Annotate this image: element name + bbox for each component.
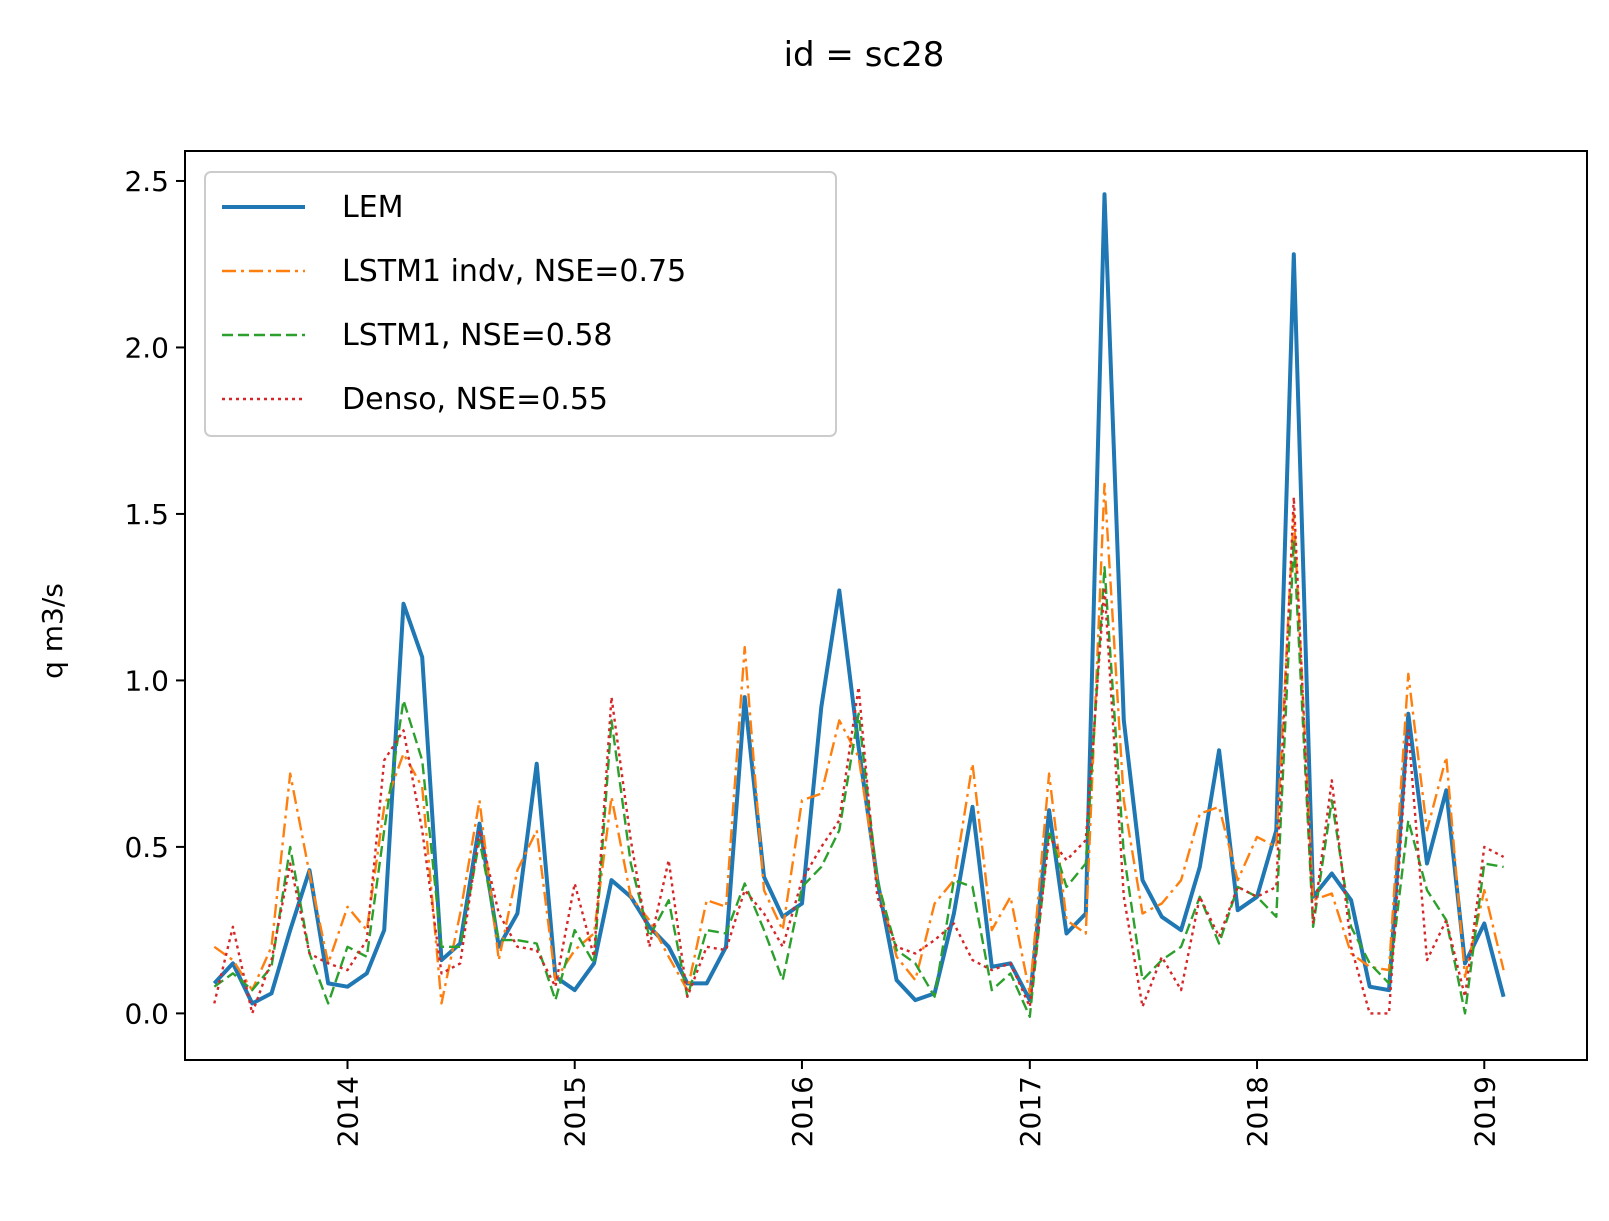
- x-tick-label: 2017: [1014, 1076, 1047, 1147]
- x-tick-label: 2018: [1241, 1076, 1274, 1147]
- y-tick-label: 1.5: [124, 498, 169, 531]
- legend-label: Denso, NSE=0.55: [342, 382, 608, 417]
- y-tick-label: 1.0: [124, 664, 169, 697]
- y-tick-label: 0.5: [124, 831, 169, 864]
- axes-layer: 0.0 0.5 1.0 1.5 2.0 2.5 2014 2015 2016 2017 2018 20…: [124, 150, 1588, 1147]
- legend-label: LEM: [342, 190, 404, 225]
- legend: LEM LSTM1 indv, NSE=0.75 LSTM1, NSE=0.58 De…: [204, 171, 837, 437]
- x-tick-label: 2016: [786, 1076, 819, 1147]
- legend-label: LSTM1, NSE=0.58: [342, 318, 613, 353]
- x-tick-label: 2014: [331, 1076, 364, 1147]
- y-tick-label: 0.0: [124, 997, 169, 1030]
- x-tick-label: 2015: [559, 1076, 592, 1147]
- x-tick-label: 2019: [1468, 1076, 1501, 1147]
- series-line-1: [212, 192, 1506, 1006]
- chart-title: id = sc28: [784, 35, 945, 75]
- plot-frame: [184, 150, 1588, 1061]
- legend-label: LSTM1 indv, NSE=0.75: [342, 254, 686, 289]
- series-layer: [212, 192, 1506, 1018]
- series-line-3: [213, 539, 1504, 1018]
- legend-box: [204, 171, 837, 437]
- y-tick-label: 2.5: [124, 165, 169, 198]
- y-axis-label: q m3/s: [36, 583, 69, 679]
- y-tick-label: 2.0: [124, 331, 169, 364]
